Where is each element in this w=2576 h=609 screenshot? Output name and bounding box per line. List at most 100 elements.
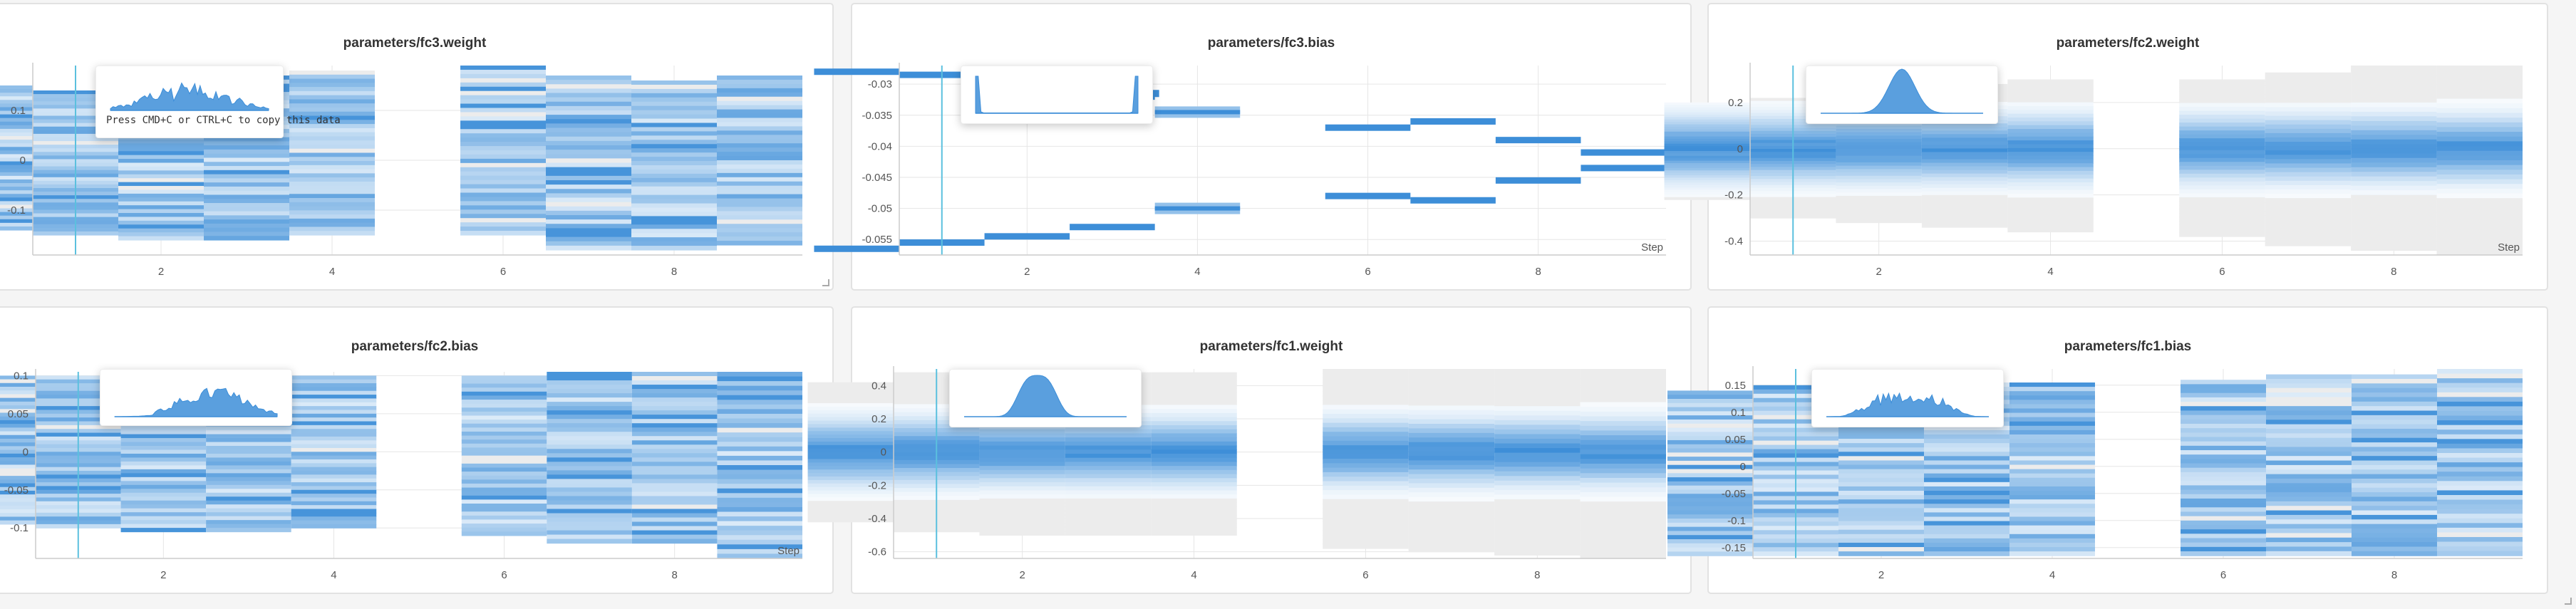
bin-rect	[1494, 476, 1581, 482]
y-tick-label: 0	[20, 155, 26, 167]
bin-rect	[2181, 494, 2266, 499]
y-tick-label: 0.1	[14, 370, 29, 382]
bin-rect	[2007, 170, 2094, 175]
bin-rect	[807, 455, 894, 460]
bin-rect	[717, 236, 802, 241]
bin-rect	[1580, 468, 1666, 474]
bin-rect	[1836, 162, 1922, 167]
bin-rect	[2009, 538, 2095, 543]
bin-rect	[631, 500, 718, 506]
bin-rect	[546, 210, 631, 216]
bin-rect	[1836, 132, 1922, 136]
bin-rect	[289, 99, 375, 104]
bin-rect	[118, 143, 204, 148]
bin-rect	[1408, 369, 1495, 375]
bin-rect	[2352, 487, 2437, 493]
y-tick-label: 0	[1740, 461, 1746, 473]
bin-rect	[717, 160, 802, 165]
bin-rect	[717, 544, 802, 550]
bin-rect	[1580, 530, 1666, 536]
bin-rect	[0, 154, 33, 159]
bin-rect	[2009, 391, 2095, 396]
bin-rect	[461, 483, 547, 489]
bin-rect	[2007, 201, 2094, 206]
bin-rect	[0, 424, 36, 428]
bin-rect	[2265, 142, 2352, 147]
bin-rect	[1408, 547, 1495, 553]
bin-rect	[1151, 412, 1237, 418]
bin-rect	[2179, 212, 2265, 218]
bin-rect	[717, 395, 802, 400]
bin-rect	[206, 426, 291, 431]
bin-rect	[631, 457, 718, 462]
resize-handle[interactable]	[822, 279, 829, 286]
bin-rect	[2436, 113, 2523, 118]
bin-rect	[460, 90, 546, 96]
bin-rect	[1494, 499, 1581, 505]
window-resize-handle[interactable]	[2565, 598, 2572, 605]
bin-rect	[2437, 452, 2523, 459]
bin-rect	[1924, 516, 2009, 522]
bin-rect	[1836, 152, 1922, 157]
bin-rect	[1667, 526, 1753, 532]
bin-rect	[2265, 155, 2352, 160]
bin-rect	[1408, 442, 1495, 447]
bin-rect	[2436, 160, 2523, 166]
bin-rect	[2009, 387, 2095, 392]
bin-rect	[2179, 146, 2265, 151]
bin-rect	[2009, 464, 2095, 470]
bin-rect	[2266, 410, 2352, 416]
bin-rect	[1494, 420, 1581, 425]
bin-rect	[547, 479, 632, 484]
bin-rect	[1836, 216, 1922, 220]
bin-rect	[717, 446, 802, 452]
bin-rect	[1664, 136, 1750, 140]
bin-rect	[546, 184, 631, 189]
bin-rect	[1580, 477, 1666, 484]
bin-rect	[0, 382, 36, 387]
bin-rect	[807, 466, 894, 470]
bin-rect	[1323, 504, 1409, 509]
bin-rect	[291, 390, 377, 395]
bin-rect	[2265, 180, 2352, 186]
bin-rect	[289, 189, 375, 194]
bin-rect	[289, 165, 375, 170]
bin-rect	[546, 171, 631, 177]
bin-rect	[2179, 229, 2265, 234]
bin-rect	[1836, 179, 1922, 183]
bin-rect	[0, 412, 36, 417]
bin-rect	[2009, 408, 2095, 414]
bin-rect	[2351, 176, 2437, 182]
bin-rect	[2437, 369, 2523, 375]
bin-rect	[547, 513, 632, 519]
bin-rect	[206, 469, 291, 474]
bin-rect	[289, 83, 375, 88]
bin-rect	[2437, 443, 2523, 449]
bin-rect	[1151, 449, 1237, 454]
bin-rect	[1408, 519, 1495, 525]
histogram-plot[interactable]: 0.40.20-0.2-0.4-0.62 4 6 8	[807, 308, 1693, 595]
x-tick-label: 4	[1194, 266, 1200, 278]
bin-rect	[2266, 533, 2352, 538]
bin-rect	[204, 182, 289, 187]
bin-rect	[291, 413, 377, 418]
bin-rect	[2181, 450, 2266, 455]
bin-rect	[2352, 447, 2437, 452]
bin-rect	[2179, 87, 2265, 92]
hover-tooltip	[100, 369, 292, 426]
histogram-plot[interactable]: 0.10-0.12 4 6 8	[0, 4, 835, 292]
bin-rect	[1151, 494, 1237, 499]
bin-rect	[1664, 114, 1750, 118]
histogram-plot[interactable]: 0.150.10.050-0.05-0.1-0.152 4 6 8	[1667, 308, 2550, 595]
bin-rect	[1408, 405, 1495, 411]
bin-rect	[1667, 411, 1753, 416]
bin-rect	[547, 466, 632, 471]
bin-rect	[807, 490, 894, 495]
bin-rect	[2009, 512, 2095, 518]
bin-rect	[1408, 474, 1495, 479]
bin-rect	[2265, 194, 2352, 199]
bin-rect	[461, 439, 547, 444]
